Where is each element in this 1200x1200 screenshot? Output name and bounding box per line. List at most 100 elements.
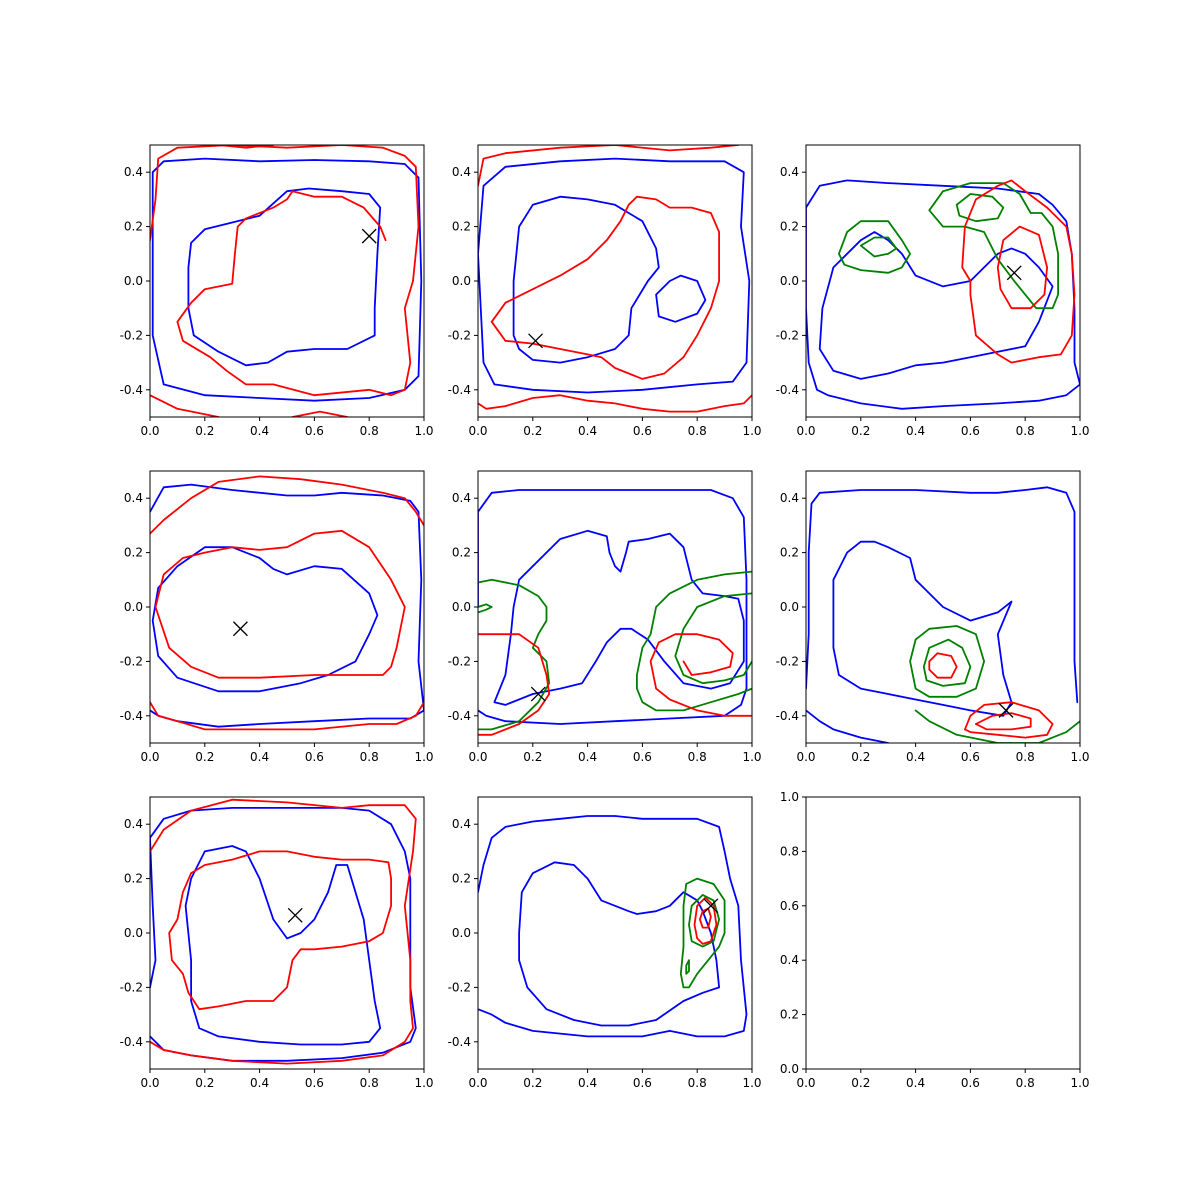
x-tick-label: 0.2 <box>851 424 870 438</box>
y-tick-label: -0.4 <box>776 709 799 723</box>
y-tick-label: 0.2 <box>124 872 143 886</box>
plot-area <box>150 475 424 731</box>
contour-red-3 <box>150 798 417 1065</box>
x-tick-label: 0.6 <box>633 750 652 764</box>
x-tick-label: 0.8 <box>360 424 379 438</box>
contour-red-9 <box>996 225 1048 310</box>
contour-red-5 <box>150 701 424 731</box>
x-tick-label: 1.0 <box>1070 424 1089 438</box>
x-tick-label: 0.8 <box>360 750 379 764</box>
subplot-6: 0.0 0.2 0.4 0.6 0.8 1.0 -0.4 -0.2 0.0 0.2 0.4 <box>776 470 1090 764</box>
y-tick-label: 0.2 <box>780 546 799 560</box>
contour-red-8 <box>961 179 1076 364</box>
x-tick-label: 0.6 <box>305 1076 324 1090</box>
y-tick-label: -0.4 <box>448 1035 471 1049</box>
x-marker <box>361 228 377 244</box>
y-tick-label: 0.4 <box>780 165 799 179</box>
x-tick-label: 0.6 <box>633 424 652 438</box>
y-tick-label: 1.0 <box>780 790 799 804</box>
x-marker <box>528 333 543 349</box>
contour-green-4 <box>838 220 911 274</box>
x-tick-label: 0.6 <box>305 424 324 438</box>
contour-red-7 <box>478 633 551 736</box>
contour-red-6 <box>478 145 740 187</box>
contour-blue-3 <box>151 546 379 693</box>
x-tick-label: 1.0 <box>742 424 761 438</box>
contour-blue-2 <box>512 195 660 364</box>
contour-red-7 <box>928 652 958 679</box>
y-tick-label: -0.4 <box>120 383 143 397</box>
x-tick-label: 0.2 <box>523 424 542 438</box>
contour-blue-3 <box>832 540 1013 717</box>
plot-area <box>806 486 1080 743</box>
contour-green-4 <box>478 603 493 614</box>
plot-area <box>478 145 752 413</box>
y-tick-label: -0.2 <box>448 328 471 342</box>
axes-frame <box>805 796 1081 1070</box>
subplot-1: 0.0 0.2 0.4 0.6 0.8 1.0 -0.4 -0.2 0.0 0.2 0.4 <box>120 144 434 438</box>
subplot-7: 0.0 0.2 0.4 0.6 0.8 1.0 -0.4 -0.2 0.0 0.2 0.4 <box>120 796 434 1090</box>
y-tick-label: -0.2 <box>448 654 471 668</box>
y-tick-label: 0.2 <box>780 220 799 234</box>
x-tick-label: 1.0 <box>414 424 433 438</box>
x-tick-label: 1.0 <box>414 750 433 764</box>
contour-green-7 <box>955 193 1005 223</box>
contour-blue-3 <box>818 231 1054 380</box>
y-tick-label: 0.0 <box>452 926 471 940</box>
x-marker <box>530 686 546 702</box>
y-tick-label: 0.2 <box>452 872 471 886</box>
contour-blue-2 <box>187 187 382 367</box>
axes-frame <box>149 470 425 744</box>
x-tick-label: 0.4 <box>906 750 925 764</box>
y-tick-label: 0.0 <box>124 600 143 614</box>
subplot-9: 0.0 0.2 0.4 0.6 0.8 1.0 0.0 0.2 0.4 0.6 0.8 1.0 <box>780 790 1090 1090</box>
y-tick-label: -0.2 <box>776 328 799 342</box>
contour-red-3 <box>150 145 420 397</box>
y-tick-label: -0.2 <box>448 980 471 994</box>
x-tick-label: 0.8 <box>688 750 707 764</box>
x-tick-label: 1.0 <box>742 1076 761 1090</box>
x-tick-label: 0.2 <box>195 424 214 438</box>
x-tick-label: 0.4 <box>250 1076 269 1090</box>
x-marker <box>232 621 248 637</box>
x-tick-label: 0.2 <box>195 750 214 764</box>
y-tick-label: 0.4 <box>452 165 471 179</box>
y-tick-label: -0.4 <box>776 383 799 397</box>
x-tick-label: 0.4 <box>578 1076 597 1090</box>
y-tick-label: 0.4 <box>452 817 471 831</box>
y-tick-label: 0.4 <box>124 817 143 831</box>
x-tick-label: 1.0 <box>1070 1076 1089 1090</box>
x-tick-label: 0.2 <box>523 1076 542 1090</box>
x-marker <box>287 907 303 923</box>
y-tick-label: -0.4 <box>448 709 471 723</box>
y-tick-label: -0.4 <box>120 1035 143 1049</box>
y-tick-label: 0.0 <box>780 600 799 614</box>
x-tick-label: 0.0 <box>140 424 159 438</box>
x-tick-label: 0.4 <box>250 750 269 764</box>
contour-green-5 <box>636 570 752 712</box>
y-tick-label: 0.2 <box>452 220 471 234</box>
x-tick-label: 0.2 <box>523 750 542 764</box>
x-marker <box>998 702 1014 718</box>
y-tick-label: 0.0 <box>780 1062 799 1076</box>
contour-red-5 <box>150 394 220 417</box>
contour-green-5 <box>685 959 690 975</box>
y-tick-label: 0.8 <box>780 844 799 858</box>
x-tick-label: 0.6 <box>305 750 324 764</box>
contour-green-6 <box>674 592 752 685</box>
contour-blue-2 <box>518 861 720 1027</box>
x-tick-label: 0.2 <box>851 1076 870 1090</box>
contour-blue-1 <box>478 157 751 394</box>
x-tick-label: 0.8 <box>1016 424 1035 438</box>
y-tick-label: 0.2 <box>452 546 471 560</box>
contour-red-7 <box>217 145 275 149</box>
x-tick-label: 0.0 <box>468 750 487 764</box>
x-marker <box>1006 265 1022 281</box>
x-tick-label: 0.8 <box>360 1076 379 1090</box>
y-tick-label: 0.4 <box>124 491 143 505</box>
contour-blue-2 <box>493 529 745 706</box>
plot-area <box>150 145 423 417</box>
x-tick-label: 0.4 <box>578 424 597 438</box>
x-tick-label: 0.0 <box>468 424 487 438</box>
y-tick-label: 0.0 <box>124 274 143 288</box>
